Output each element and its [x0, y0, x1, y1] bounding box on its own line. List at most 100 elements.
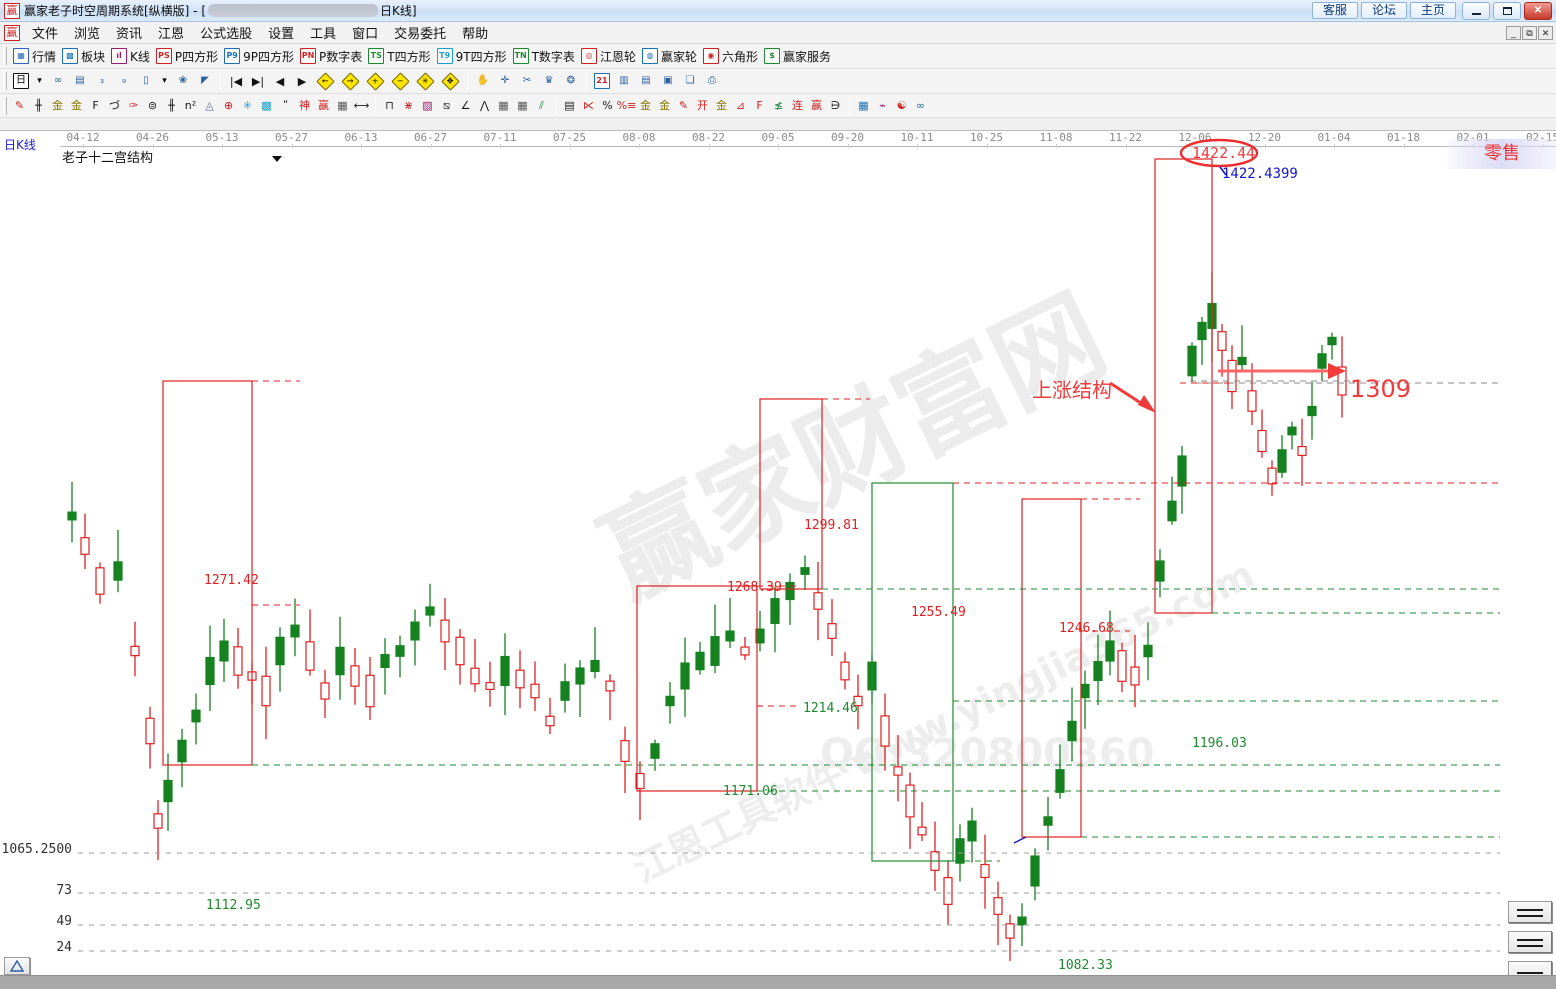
grid-yellow-tool[interactable]: ▦	[854, 96, 873, 116]
mesh-tool[interactable]: ⧅	[437, 96, 456, 116]
move-button[interactable]: ✥	[438, 71, 463, 91]
t9-square-button[interactable]: T9 9T四方形	[434, 46, 510, 66]
dense-grid-tool[interactable]: ▦	[333, 96, 352, 116]
flag-button[interactable]: ◤	[194, 71, 216, 91]
brain-button[interactable]: ❂	[560, 71, 582, 91]
zoom-out-button[interactable]: −	[388, 71, 413, 91]
pen-tool[interactable]: ✎	[10, 96, 29, 116]
shen-tool[interactable]: 神	[295, 96, 314, 116]
sector-button[interactable]: ▩ 板块	[59, 46, 108, 66]
p-square-button[interactable]: PS P四方形	[153, 46, 221, 66]
gold-ratio-1-tool[interactable]: 金	[48, 96, 67, 116]
grid-box-2-tool[interactable]: ▦	[513, 96, 532, 116]
table-tool[interactable]: ▤	[560, 96, 579, 116]
kline-button[interactable]: ıl K线	[108, 46, 153, 66]
infinity-tool[interactable]: ∞	[911, 96, 930, 116]
bar-width-dropdown[interactable]: ▾	[157, 71, 172, 91]
toolbar-grip-3[interactable]	[3, 96, 7, 115]
period-select[interactable]: 日	[10, 71, 32, 91]
scale-button-1[interactable]	[1508, 901, 1552, 923]
toolbar-grip-2[interactable]	[3, 72, 7, 90]
j-line-tool[interactable]: ⊿	[731, 96, 750, 116]
circle-grid-tool[interactable]: ⊜	[143, 96, 162, 116]
trend-line-tool[interactable]: ∠	[456, 96, 475, 116]
scale-button-2[interactable]	[1508, 931, 1552, 953]
chart-area[interactable]: 日K线 04-12 04-26 05-13 05-27 06-13 06-27 07-11 0…	[0, 130, 1556, 989]
indicator-toggle-button[interactable]	[4, 957, 30, 975]
notes-button[interactable]: ▤	[69, 71, 91, 91]
measure-tool[interactable]: ⟷	[352, 96, 371, 116]
structure-dropdown-caret-icon[interactable]	[272, 156, 282, 162]
p-number-table-button[interactable]: PN P数字表	[297, 46, 365, 66]
period-dropdown[interactable]: ▾	[32, 71, 47, 91]
customer-service-button[interactable]: 客服	[1312, 2, 1358, 19]
mdi-close-button[interactable]: ✕	[1538, 25, 1553, 40]
lian-tool[interactable]: 连	[788, 96, 807, 116]
fit-button[interactable]: ✳	[413, 71, 438, 91]
close-button[interactable]: ✕	[1524, 1, 1552, 20]
channel-tool[interactable]: ⋀	[475, 96, 494, 116]
percent-tool[interactable]: %	[598, 96, 617, 116]
mdi-minimize-button[interactable]: _	[1506, 25, 1521, 40]
pen2-tool[interactable]: ✑	[124, 96, 143, 116]
report-button[interactable]: ▤	[635, 71, 657, 91]
f-line-tool[interactable]: F	[750, 96, 769, 116]
target-tool[interactable]: ⊕	[219, 96, 238, 116]
gann-wheel-button[interactable]: ◎ 江恩轮	[578, 46, 639, 66]
quote-tool[interactable]: ʺ	[276, 96, 295, 116]
maximize-button[interactable]	[1493, 1, 1521, 20]
four-line-tool[interactable]: ⋻	[826, 96, 845, 116]
gold-circle-tool[interactable]: 金	[636, 96, 655, 116]
gold-ratio-2-tool[interactable]: 金	[67, 96, 86, 116]
p9-square-button[interactable]: P9 9P四方形	[221, 46, 297, 66]
t-square-button[interactable]: TS T四方形	[365, 46, 433, 66]
gold-slash-tool[interactable]: ≰	[769, 96, 788, 116]
prev-button[interactable]: ◀	[269, 71, 291, 91]
forum-button[interactable]: 论坛	[1361, 2, 1407, 19]
wave9-button[interactable]: ₉	[113, 71, 135, 91]
toolbar-grip[interactable]	[3, 47, 7, 65]
calendar-button[interactable]: 21	[591, 71, 613, 91]
ying2-tool[interactable]: 赢	[807, 96, 826, 116]
taiji-tool[interactable]: ☯	[892, 96, 911, 116]
percent-fan-tool[interactable]: ⋉	[579, 96, 598, 116]
bar-width-button[interactable]: ▯	[135, 71, 157, 91]
shift-left-button[interactable]: ←	[313, 71, 338, 91]
minimize-button[interactable]	[1462, 1, 1490, 20]
parallel-tool[interactable]: ⫽	[532, 96, 551, 116]
grid-lines-tool[interactable]: ╫	[162, 96, 181, 116]
winner-service-button[interactable]: $ 赢家服务	[761, 46, 834, 66]
save-button[interactable]: ▣	[657, 71, 679, 91]
star-target-tool[interactable]: ✳	[238, 96, 257, 116]
calculator-button[interactable]: ▥	[613, 71, 635, 91]
quotes-button[interactable]: ▦ 行情	[10, 46, 59, 66]
homepage-button[interactable]: 主页	[1410, 2, 1456, 19]
mdi-restore-button[interactable]: ⧉	[1522, 25, 1537, 40]
menu-news[interactable]: 资讯	[116, 27, 143, 42]
menu-formula-stock-pick[interactable]: 公式选股	[200, 27, 253, 42]
box-target-tool[interactable]: ▩	[257, 96, 276, 116]
print-button[interactable]: ⎙	[701, 71, 723, 91]
menu-window[interactable]: 窗口	[352, 27, 379, 42]
grid-box-tool[interactable]: ▦	[494, 96, 513, 116]
cross-red-tool[interactable]: 开	[693, 96, 712, 116]
fibonacci-tool[interactable]: F	[86, 96, 105, 116]
menu-file[interactable]: 文件	[32, 27, 59, 42]
zoom-in-button[interactable]: +	[363, 71, 388, 91]
hexagon-button[interactable]: ◉ 六角形	[700, 46, 761, 66]
winner-wheel-button[interactable]: ◍ 赢家轮	[639, 46, 700, 66]
next-button[interactable]: ▶	[291, 71, 313, 91]
menu-tools[interactable]: 工具	[310, 27, 337, 42]
percent-lines-tool[interactable]: %≡	[617, 96, 637, 116]
box-purple-tool[interactable]: ▨	[418, 96, 437, 116]
menu-help[interactable]: 帮助	[462, 27, 489, 42]
spiral-tool[interactable]: づ	[105, 96, 124, 116]
overlay-button[interactable]: ∞	[47, 71, 69, 91]
gold-red-tool[interactable]: 金	[712, 96, 731, 116]
pen-red-tool[interactable]: ✎	[674, 96, 693, 116]
first-page-button[interactable]: |◀	[225, 71, 247, 91]
menu-gann[interactable]: 江恩	[158, 27, 185, 42]
tangle-button[interactable]: ❀	[172, 71, 194, 91]
export-button[interactable]: ❏	[679, 71, 701, 91]
candlestick-plot[interactable]	[0, 131, 1556, 976]
